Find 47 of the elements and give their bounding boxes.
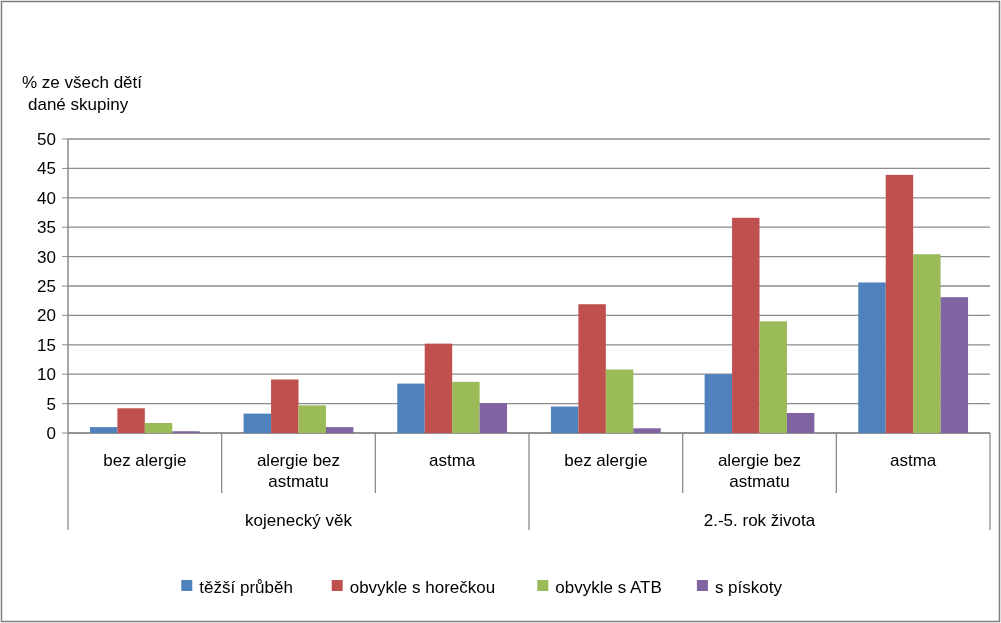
bar xyxy=(885,174,914,433)
bar xyxy=(452,381,480,433)
x-tick-label: bez alergie xyxy=(103,451,187,470)
x-tick-label: astma xyxy=(890,451,937,470)
bar xyxy=(940,297,969,433)
x-tick-label: astma xyxy=(429,451,476,470)
y-tick-label: 30 xyxy=(37,247,56,267)
bar xyxy=(732,217,760,433)
bar xyxy=(243,413,272,433)
y-axis-title: % ze všech dětí dané skupiny xyxy=(22,73,143,114)
legend-label: obvykle s ATB xyxy=(555,577,662,597)
y-tick-label: 50 xyxy=(37,129,56,149)
bar xyxy=(424,343,453,433)
y-tick-label: 45 xyxy=(37,159,56,179)
bar xyxy=(298,405,326,433)
y-tick-label: 5 xyxy=(46,394,56,414)
text: 2.-5. rok života xyxy=(703,511,816,530)
bar xyxy=(786,413,815,433)
legend-label: těžší průběh xyxy=(199,577,293,597)
bar xyxy=(144,423,173,433)
legend-label: s pískoty xyxy=(714,577,783,597)
y-tick-label: 0 xyxy=(46,423,56,443)
bar xyxy=(89,427,118,433)
y-tick-label: 25 xyxy=(37,276,56,296)
text: kojenecký věk xyxy=(245,511,353,530)
y-tick-label: 15 xyxy=(37,335,56,355)
y-tick-label: 20 xyxy=(37,306,56,326)
bar xyxy=(578,304,606,433)
y-tick-label: 35 xyxy=(37,218,56,238)
bar xyxy=(605,369,634,433)
bar xyxy=(550,406,579,433)
x-tick-label: alergie bez astmatu xyxy=(717,451,802,491)
x-tick-label: alergie bez astmatu xyxy=(256,451,341,491)
y-tick-label: 10 xyxy=(37,365,56,385)
bar xyxy=(704,374,733,433)
bar xyxy=(325,427,354,433)
bar xyxy=(397,383,425,433)
legend-label: obvykle s horečkou xyxy=(349,577,496,597)
y-tick-label: 40 xyxy=(37,188,56,208)
bar xyxy=(913,254,941,433)
x-tick-label: bez alergie xyxy=(564,451,648,470)
bar xyxy=(858,282,886,433)
bar xyxy=(479,403,508,433)
bar xyxy=(759,321,787,433)
bar xyxy=(117,408,145,433)
bar xyxy=(271,379,299,433)
bar xyxy=(633,428,661,433)
